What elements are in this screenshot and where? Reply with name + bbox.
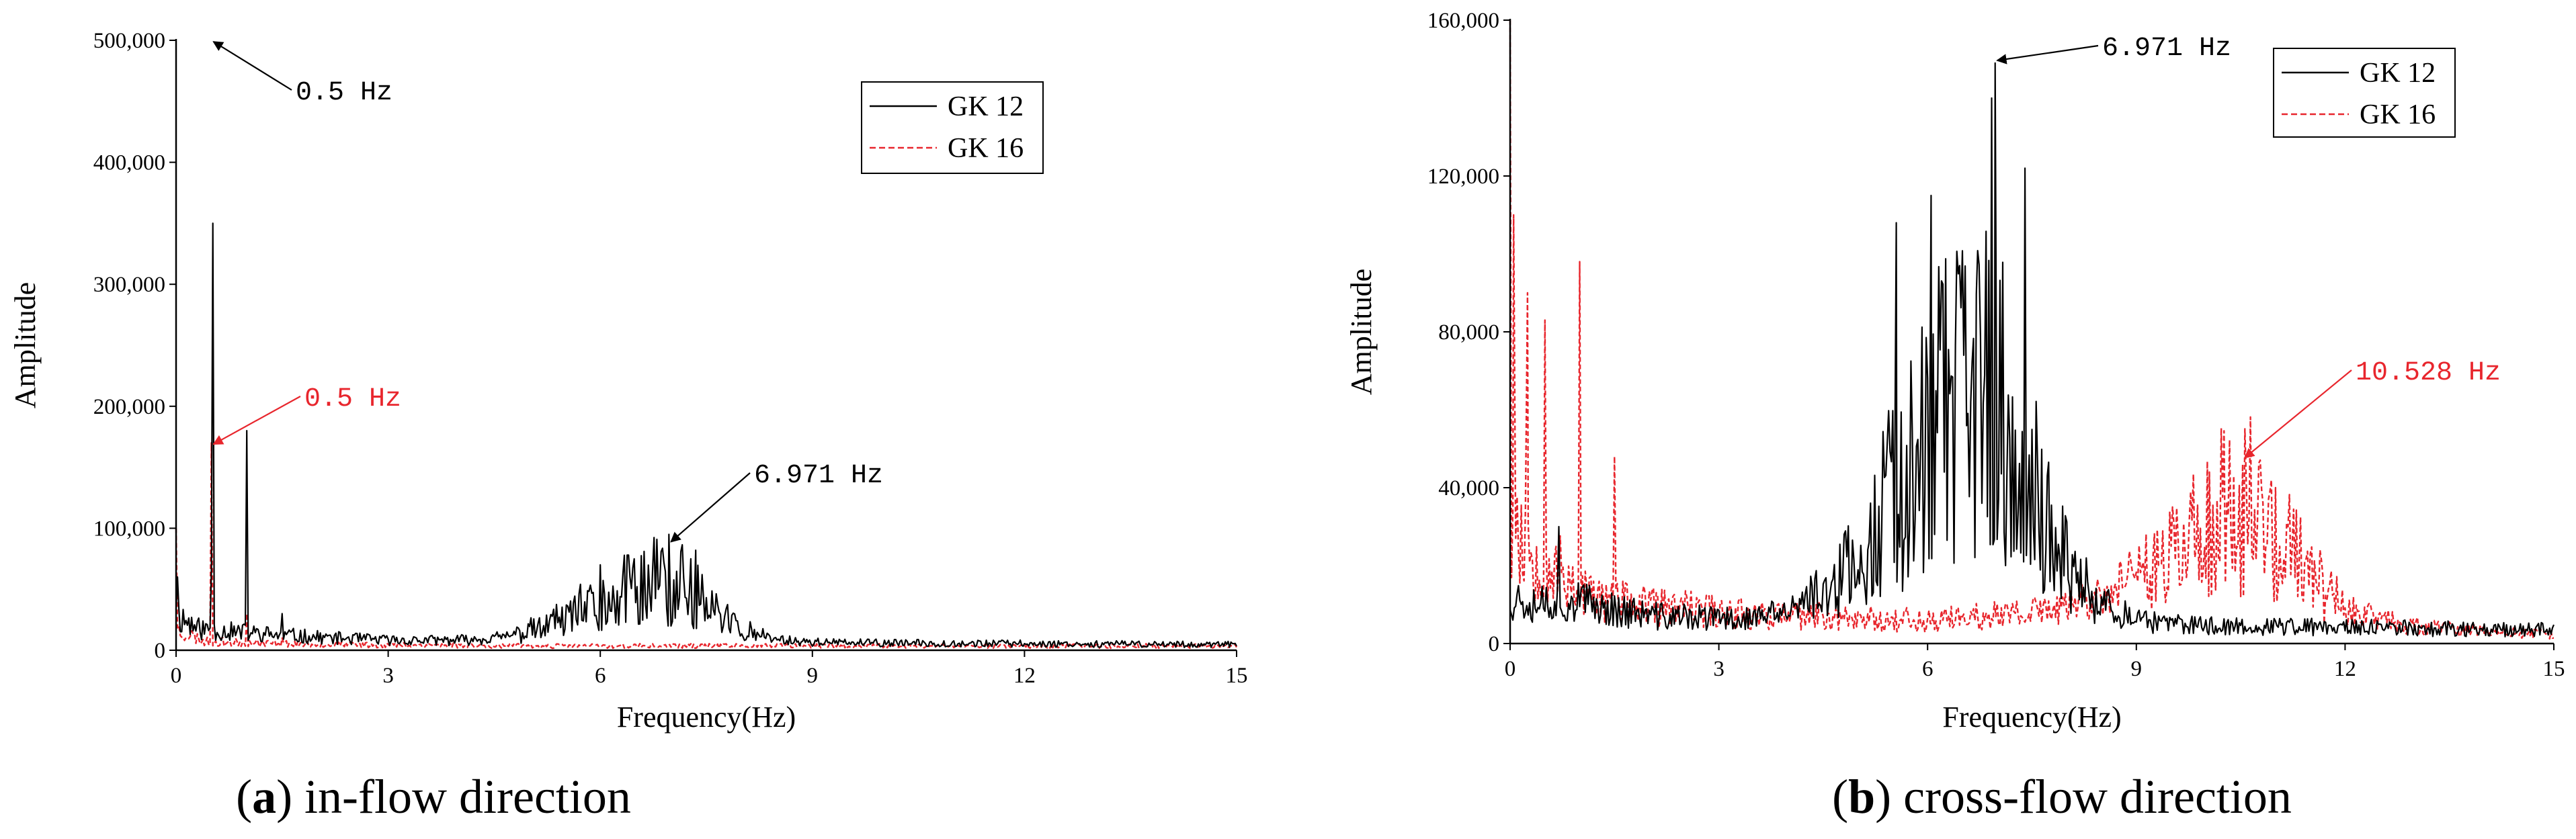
x-tick-label: 9: [807, 664, 819, 688]
x-tick-label: 9: [2131, 657, 2143, 681]
x-tick-label: 3: [382, 664, 394, 688]
annotation-arrow: [212, 396, 301, 445]
x-tick-label: 6: [595, 664, 606, 688]
annotation-label: 6.971 Hz: [754, 461, 883, 491]
annotation-arrow: [2243, 369, 2352, 459]
legend-label: GK 16: [948, 133, 1024, 164]
x-tick-label: 15: [2543, 657, 2565, 681]
x-axis-title: Frequency(Hz): [1942, 701, 2121, 734]
y-tick-label: 500,000: [93, 29, 165, 53]
series-line-gk12: [175, 222, 1237, 648]
y-tick-label: 200,000: [93, 395, 165, 419]
y-tick-label: 0: [1489, 632, 1500, 656]
x-tick-label: 3: [1713, 657, 1725, 681]
legend-label: GK 12: [2360, 58, 2436, 89]
caption-text: cross-flow direction: [1903, 770, 2292, 824]
y-tick-label: 40,000: [1438, 476, 1499, 500]
y-axis-title: Amplitude: [1345, 269, 1378, 395]
caption-letter: b: [1848, 770, 1875, 824]
series-line-gk16: [1509, 19, 2554, 640]
panel-caption: (a) in-flow direction: [236, 770, 631, 824]
legend-label: GK 12: [948, 91, 1024, 122]
legend-box: [861, 81, 1044, 174]
x-tick-label: 15: [1226, 664, 1248, 688]
annotation-arrow: [670, 472, 751, 543]
annotation-label: 0.5 Hz: [304, 384, 401, 414]
x-axis-title: Frequency(Hz): [617, 701, 796, 734]
x-tick-label: 6: [1922, 657, 1934, 681]
y-tick-label: 100,000: [93, 517, 165, 541]
caption-paren-close: ): [276, 770, 304, 824]
caption-text: in-flow direction: [304, 770, 631, 824]
y-axis-title: Amplitude: [9, 282, 42, 408]
legend-label: GK 16: [2360, 99, 2436, 130]
x-tick-label: 0: [1505, 657, 1516, 681]
panel-a: 0 3 6 9 12 15 0 100,000 200,000 300,000 400,000 500…: [9, 29, 1248, 824]
x-tick-label: 12: [2334, 657, 2356, 681]
caption-paren-open: (: [236, 770, 252, 824]
annotation-label: 6.971 Hz: [2102, 34, 2231, 64]
y-tick-label: 300,000: [93, 273, 165, 297]
y-tick-label: 160,000: [1427, 9, 1499, 33]
y-tick-label: 80,000: [1438, 320, 1499, 345]
annotation-arrow: [212, 41, 292, 91]
panel-caption: (b) cross-flow direction: [1832, 770, 2292, 824]
caption-paren-open: (: [1832, 770, 1848, 824]
y-tick-label: 0: [155, 639, 166, 663]
panel-b: 0 3 6 9 12 15 0 40,000 80,000 120,000 160,000 Frequ…: [1345, 9, 2565, 824]
legend-box: [2273, 48, 2456, 138]
y-tick-label: 120,000: [1427, 165, 1499, 189]
caption-letter: a: [252, 770, 276, 824]
y-tick-label: 400,000: [93, 151, 165, 175]
annotation-label: 10.528 Hz: [2356, 358, 2501, 388]
caption-paren-close: ): [1875, 770, 1903, 824]
series-line-gk12: [1509, 62, 2555, 637]
annotation-label: 0.5 Hz: [296, 78, 392, 108]
x-tick-label: 12: [1013, 664, 1036, 688]
x-tick-label: 0: [171, 664, 182, 688]
annotation-arrow: [1996, 44, 2099, 64]
series-line-gk16: [175, 442, 1238, 650]
